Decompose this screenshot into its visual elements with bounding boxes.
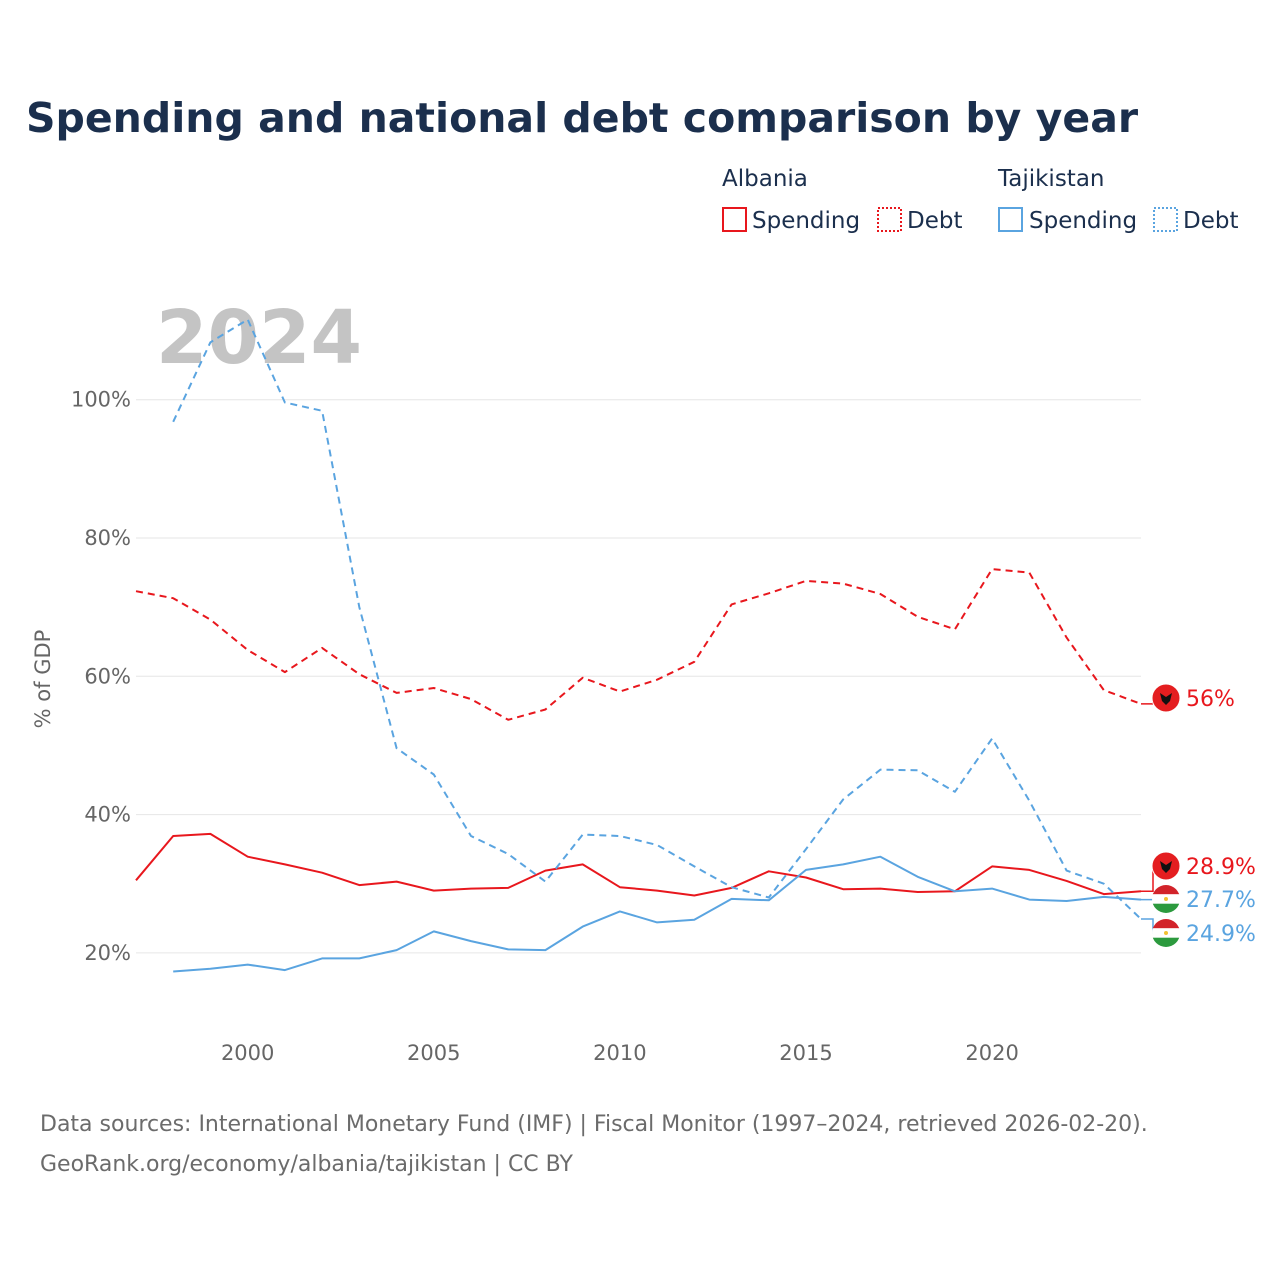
y-tick-label: 40% (84, 803, 131, 827)
end-label-connector (1141, 918, 1154, 934)
y-tick-label: 60% (84, 664, 131, 688)
y-tick-label: 100% (71, 388, 131, 412)
end-label-value: 56% (1186, 687, 1235, 712)
end-labels: 56% 28.9% 27.7% 24.9% (1141, 683, 1256, 947)
legend-swatch-tajikistan-debt[interactable] (1153, 207, 1178, 232)
legend-swatch-albania-debt[interactable] (877, 207, 902, 232)
x-tick-label: 2010 (593, 1041, 646, 1065)
end-label-connector (1141, 865, 1154, 893)
tajikistan-flag-icon (1152, 919, 1180, 947)
legend: Albania Spending Debt Tajikistan Spendin… (722, 166, 1238, 234)
source-line-2[interactable]: GeoRank.org/economy/albania/tajikistan |… (40, 1152, 574, 1177)
legend-label-tajikistan-debt[interactable]: Debt (1183, 208, 1238, 234)
series-line-tajikistan-spending[interactable] (173, 855, 1142, 973)
legend-label-albania-spending[interactable]: Spending (752, 208, 860, 234)
end-label-connector (1141, 697, 1154, 705)
end-label-value: 28.9% (1186, 855, 1256, 880)
grid-lines (136, 399, 1141, 954)
x-tick-label: 2000 (221, 1041, 274, 1065)
legend-swatch-tajikistan-spending[interactable] (998, 207, 1023, 232)
x-tick-label: 2015 (779, 1041, 832, 1065)
legend-group-tajikistan: Tajikistan (997, 166, 1105, 192)
current-year-watermark: 2024 (156, 295, 362, 381)
series-lines (135, 318, 1142, 973)
y-tick-label: 80% (84, 526, 131, 550)
series-line-tajikistan-debt[interactable] (172, 318, 1142, 920)
y-axis-label: % of GDP (31, 630, 55, 729)
albania-flag-icon (1151, 683, 1181, 713)
y-axis-ticks: 20% 40% 60% 80% 100% (71, 388, 131, 965)
series-line-albania-spending[interactable] (135, 832, 1142, 897)
legend-group-albania: Albania (722, 166, 808, 192)
end-label-connector (1141, 898, 1154, 901)
series-line-albania-debt[interactable] (135, 568, 1142, 721)
end-label-value: 24.9% (1186, 922, 1256, 947)
chart-title: Spending and national debt comparison by… (26, 94, 1139, 142)
legend-label-albania-debt[interactable]: Debt (907, 208, 962, 234)
legend-swatch-albania-spending[interactable] (722, 207, 747, 232)
x-axis-ticks: 2000 2005 2010 2015 2020 (221, 1041, 1019, 1065)
x-tick-label: 2020 (965, 1041, 1018, 1065)
albania-flag-icon (1151, 851, 1181, 881)
y-tick-label: 20% (84, 941, 131, 965)
end-label-value: 27.7% (1186, 888, 1256, 913)
x-tick-label: 2005 (407, 1041, 460, 1065)
tajikistan-flag-icon (1152, 885, 1180, 913)
legend-label-tajikistan-spending[interactable]: Spending (1029, 208, 1137, 234)
source-line-1: Data sources: International Monetary Fun… (40, 1112, 1148, 1137)
